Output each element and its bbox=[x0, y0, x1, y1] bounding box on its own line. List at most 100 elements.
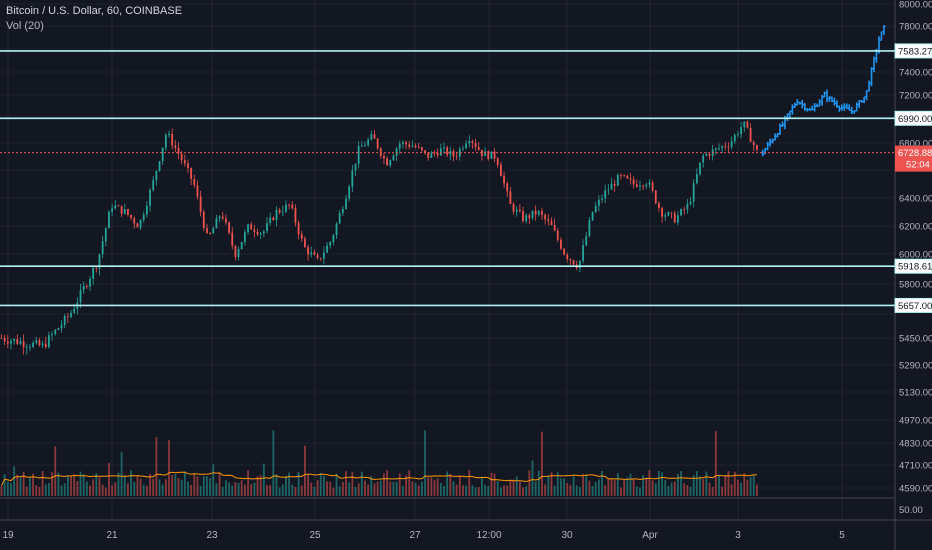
price-tick-11: 5800.00 bbox=[899, 280, 932, 291]
candle-160 bbox=[506, 181, 509, 197]
candle-16 bbox=[51, 331, 53, 341]
volume-bar-94 bbox=[297, 471, 300, 496]
candle-146 bbox=[462, 145, 464, 151]
candle-185 bbox=[585, 231, 588, 247]
volume-bar-229 bbox=[724, 475, 727, 496]
volume-bar-29 bbox=[92, 479, 95, 496]
volume-bar-45 bbox=[142, 484, 145, 496]
candle-166 bbox=[525, 213, 528, 224]
volume-bar-11 bbox=[35, 485, 38, 496]
price-tick-16: 4970.00 bbox=[899, 416, 932, 427]
volume-bar-99 bbox=[313, 486, 316, 496]
volume-bar-219 bbox=[692, 475, 695, 496]
volume-bar-18 bbox=[57, 472, 60, 496]
volume-bar-16 bbox=[51, 472, 53, 496]
candle-177 bbox=[560, 237, 562, 251]
volume-bar-15 bbox=[48, 483, 50, 496]
price-tick-18: 4710.00 bbox=[899, 461, 932, 472]
svg-text:7583.27: 7583.27 bbox=[898, 46, 932, 57]
candle-74 bbox=[234, 244, 237, 261]
candle-61 bbox=[193, 174, 196, 188]
volume-bar-137 bbox=[433, 480, 436, 496]
candle-77 bbox=[243, 229, 246, 246]
volume-bar-183 bbox=[579, 487, 581, 496]
volume-bar-205 bbox=[648, 470, 651, 496]
volume-bar-13 bbox=[41, 471, 44, 496]
candle-73 bbox=[231, 227, 234, 250]
current-price-value: 6728.88 bbox=[898, 148, 932, 159]
volume-bar-233 bbox=[737, 479, 739, 496]
volume-bar-179 bbox=[566, 483, 569, 496]
volume-bar-132 bbox=[417, 485, 420, 496]
candle-101 bbox=[319, 257, 322, 262]
volume-bar-194 bbox=[613, 479, 616, 496]
candle-190 bbox=[601, 194, 603, 204]
chart-legend: Bitcoin / U.S. Dollar, 60, COINBASE Vol … bbox=[6, 4, 182, 34]
volume-bar-189 bbox=[597, 479, 600, 496]
candle-193 bbox=[610, 177, 613, 190]
candle-44 bbox=[139, 219, 142, 231]
volume-bar-206 bbox=[651, 480, 654, 496]
volume-bar-8 bbox=[25, 486, 28, 496]
candle-200 bbox=[632, 176, 635, 189]
candle-237 bbox=[749, 123, 752, 143]
volume-bar-72 bbox=[228, 482, 230, 496]
volume-bar-70 bbox=[221, 486, 224, 496]
candle-212 bbox=[670, 212, 673, 219]
candle-47 bbox=[149, 187, 151, 212]
candle-39 bbox=[123, 203, 126, 215]
candle-179 bbox=[566, 252, 569, 263]
time-tick-7: Apr bbox=[642, 530, 658, 541]
volume-bar-147 bbox=[465, 485, 468, 496]
candle-107 bbox=[338, 209, 341, 225]
volume-bar-85 bbox=[269, 485, 272, 496]
volume-bar-202 bbox=[639, 487, 641, 496]
volume-bar-232 bbox=[733, 471, 736, 496]
volume-bar-188 bbox=[594, 481, 597, 496]
volume-bar-38 bbox=[120, 451, 123, 496]
candle-98 bbox=[310, 246, 313, 258]
candle-68 bbox=[215, 214, 218, 229]
candle-195 bbox=[616, 173, 619, 187]
price-tick-6: 6800.00 bbox=[899, 139, 932, 150]
time-tick-3: 25 bbox=[309, 530, 321, 541]
volume-bar-162 bbox=[512, 479, 515, 496]
volume-bar-151 bbox=[477, 486, 480, 496]
volume-bar-96 bbox=[304, 445, 306, 496]
price-tick-19: 4590.00 bbox=[899, 484, 932, 495]
volume-bar-90 bbox=[285, 476, 287, 496]
volume-bar-161 bbox=[509, 479, 512, 496]
volume-bar-50 bbox=[158, 479, 161, 496]
volume-bar-60 bbox=[190, 484, 193, 496]
candle-59 bbox=[187, 159, 189, 174]
volume-bar-228 bbox=[721, 486, 724, 496]
projection-bar-36 bbox=[849, 106, 854, 115]
volume-bar-136 bbox=[430, 477, 433, 496]
volume-bar-10 bbox=[32, 473, 35, 496]
candle-78 bbox=[247, 223, 249, 235]
candle-64 bbox=[202, 209, 205, 232]
volume-bar-67 bbox=[212, 464, 215, 496]
volume-bar-53 bbox=[168, 440, 170, 496]
projection-bar-44 bbox=[869, 67, 874, 87]
volume-bar-86 bbox=[272, 430, 275, 496]
volume-bar-196 bbox=[620, 487, 622, 496]
volume-bar-83 bbox=[262, 463, 265, 496]
candle-21 bbox=[66, 312, 69, 323]
volume-bar-142 bbox=[449, 473, 452, 496]
volume-bar-6 bbox=[19, 477, 22, 496]
candle-41 bbox=[130, 214, 132, 221]
candle-206 bbox=[651, 180, 654, 193]
candle-48 bbox=[152, 176, 155, 192]
projection-bar-27 bbox=[827, 96, 832, 102]
volume-indicator-label: Vol (20) bbox=[6, 20, 44, 32]
candle-178 bbox=[563, 247, 566, 256]
projection-bar-17 bbox=[802, 103, 807, 111]
volume-bar-121 bbox=[383, 473, 385, 496]
volume-bar-129 bbox=[408, 470, 411, 496]
volume-bar-148 bbox=[468, 470, 471, 496]
candle-126 bbox=[398, 140, 401, 155]
candle-176 bbox=[556, 227, 559, 243]
candle-112 bbox=[354, 163, 357, 176]
